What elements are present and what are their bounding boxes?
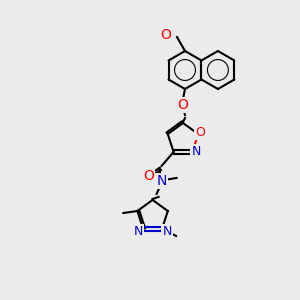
Text: O: O xyxy=(143,169,154,183)
Text: N: N xyxy=(156,174,167,188)
Text: O: O xyxy=(195,126,205,139)
Text: N: N xyxy=(162,225,172,239)
Text: N: N xyxy=(192,146,201,158)
Text: O: O xyxy=(178,98,188,112)
Text: N: N xyxy=(134,225,143,239)
Text: O: O xyxy=(160,28,171,42)
